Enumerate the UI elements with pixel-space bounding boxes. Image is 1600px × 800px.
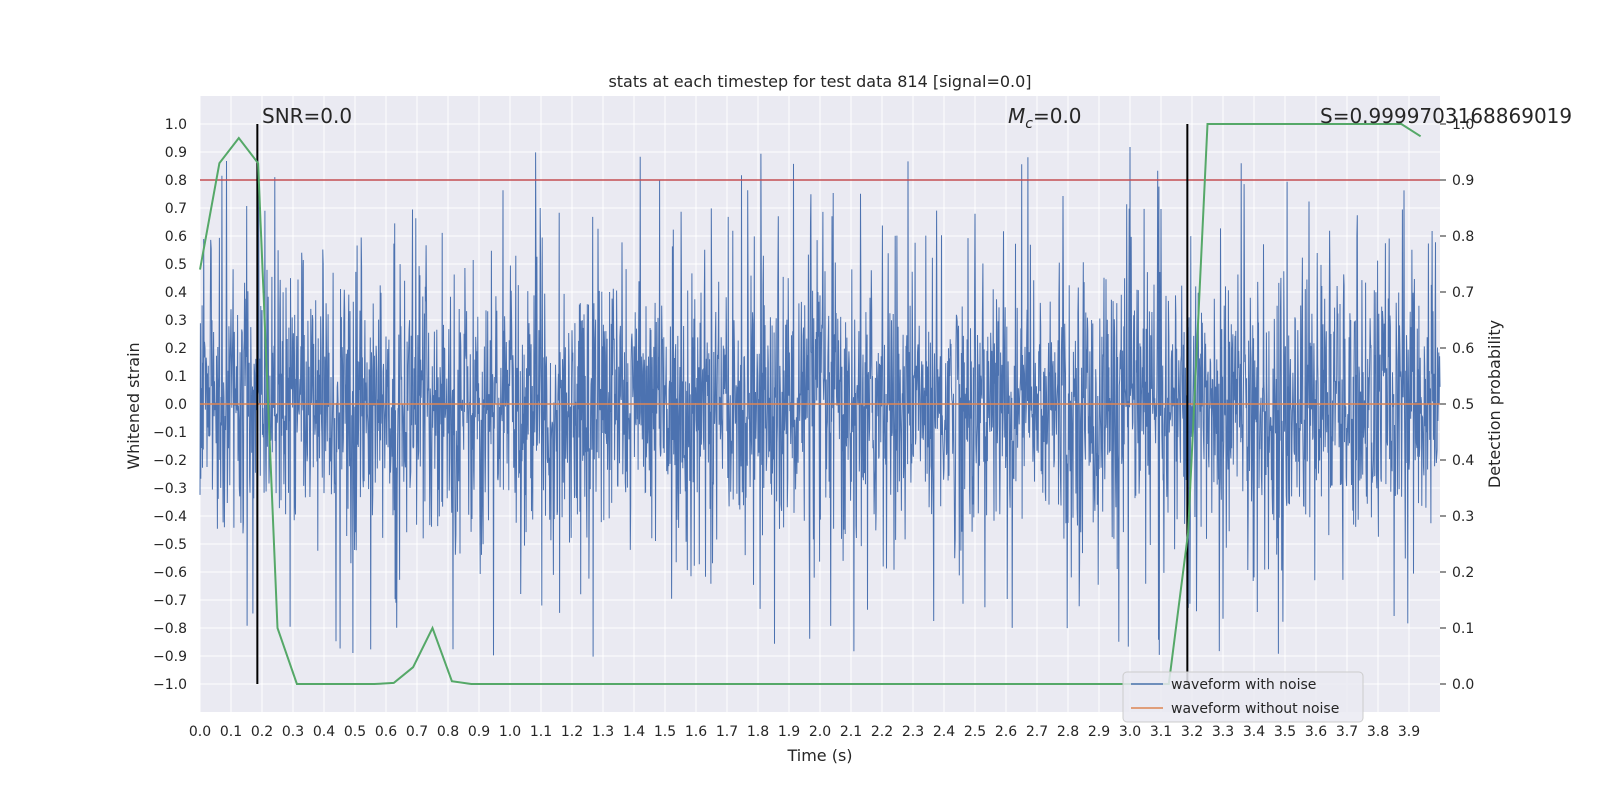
x-tick-label: 0.4 <box>313 724 335 740</box>
x-axis-ticks: 0.0 0.1 0.2 0.3 0.4 0.5 0.6 0.7 0.8 0.9 1.0 1.1 1.2 1… <box>189 724 1420 740</box>
x-axis-label: Time (s) <box>786 746 852 765</box>
left-y-tick-label: −0.9 <box>153 649 187 665</box>
x-tick-label: 3.9 <box>1398 724 1420 740</box>
right-y-tick-label: 0.5 <box>1452 397 1474 413</box>
right-y-tick-label: 0.0 <box>1452 677 1474 693</box>
x-tick-label: 2.4 <box>933 724 955 740</box>
x-tick-label: 3.3 <box>1212 724 1234 740</box>
right-y-tick-label: 0.8 <box>1452 229 1474 245</box>
right-y-axis-ticks: 1.0 0.9 0.8 0.7 0.6 0.5 0.4 0.3 0.2 0.1 0.0 <box>1440 117 1474 693</box>
left-y-tick-label: 0.5 <box>165 257 187 273</box>
left-y-axis-ticks: 1.0 0.9 0.8 0.7 0.6 0.5 0.4 0.3 0.2 0.1 0.0 −0.1 −0.… <box>153 117 187 693</box>
overlays <box>199 123 1440 685</box>
left-y-tick-label: −0.3 <box>153 481 187 497</box>
legend-label-noise: waveform with noise <box>1171 677 1316 693</box>
x-tick-label: 3.7 <box>1336 724 1358 740</box>
x-tick-label: 3.2 <box>1181 724 1203 740</box>
score-annotation: S=0.9999703168869019 <box>1320 104 1572 128</box>
x-tick-label: 2.1 <box>840 724 862 740</box>
left-y-tick-label: −0.8 <box>153 621 187 637</box>
right-y-tick-label: 0.4 <box>1452 453 1474 469</box>
x-tick-label: 1.3 <box>592 724 614 740</box>
x-tick-label: 1.4 <box>623 724 645 740</box>
left-y-tick-label: 0.8 <box>165 173 187 189</box>
left-y-tick-label: 0.0 <box>165 397 187 413</box>
right-y-tick-label: 1.0 <box>1452 117 1474 133</box>
x-tick-label: 3.6 <box>1305 724 1327 740</box>
left-y-tick-label: −0.5 <box>153 537 187 553</box>
x-tick-label: 0.7 <box>406 724 428 740</box>
right-y-axis-label: Detection probability <box>1485 320 1504 488</box>
x-tick-label: 1.1 <box>530 724 552 740</box>
legend-box <box>1122 671 1364 723</box>
x-tick-label: 2.5 <box>964 724 986 740</box>
left-y-tick-label: 0.1 <box>165 369 187 385</box>
right-y-tick-label: 0.9 <box>1452 173 1474 189</box>
x-tick-label: 3.5 <box>1274 724 1296 740</box>
right-y-tick-label: 0.6 <box>1452 341 1474 357</box>
left-y-tick-label: 1.0 <box>165 117 187 133</box>
x-tick-label: 0.3 <box>282 724 304 740</box>
x-tick-label: 2.7 <box>1026 724 1048 740</box>
right-y-tick-label: 0.1 <box>1452 621 1474 637</box>
right-y-tick-label: 0.2 <box>1452 565 1474 581</box>
waveform-with-noise-line <box>199 146 1441 657</box>
x-tick-label: 0.8 <box>437 724 459 740</box>
x-tick-label: 0.2 <box>251 724 273 740</box>
chirp-mass-subscript: c <box>1025 116 1033 132</box>
left-y-tick-label: −0.6 <box>153 565 187 581</box>
x-tick-label: 2.2 <box>871 724 893 740</box>
left-y-tick-label: 0.4 <box>165 285 187 301</box>
legend: waveform with noise waveform without noi… <box>1122 671 1364 723</box>
chirp-mass-symbol: M <box>1008 104 1025 128</box>
x-tick-label: 0.1 <box>220 724 242 740</box>
x-tick-label: 1.6 <box>685 724 707 740</box>
chirp-mass-value: =0.0 <box>1033 104 1082 128</box>
left-y-tick-label: 0.2 <box>165 341 187 357</box>
x-tick-label: 3.1 <box>1150 724 1172 740</box>
left-y-tick-label: 0.3 <box>165 313 187 329</box>
legend-label-clean: waveform without noise <box>1171 701 1339 717</box>
left-y-tick-label: −0.1 <box>153 425 187 441</box>
x-tick-label: 1.5 <box>654 724 676 740</box>
right-y-tick-label: 0.7 <box>1452 285 1474 301</box>
x-tick-label: 0.6 <box>375 724 397 740</box>
x-tick-label: 2.3 <box>902 724 924 740</box>
x-tick-label: 1.8 <box>747 724 769 740</box>
x-tick-label: 2.9 <box>1088 724 1110 740</box>
left-y-tick-label: −0.2 <box>153 453 187 469</box>
x-tick-label: 3.8 <box>1367 724 1389 740</box>
left-y-tick-label: 0.9 <box>165 145 187 161</box>
x-tick-label: 1.7 <box>716 724 738 740</box>
x-tick-label: 3.4 <box>1243 724 1265 740</box>
detection-probability-line <box>199 123 1422 685</box>
snr-annotation: SNR=0.0 <box>262 104 352 128</box>
chart-title: stats at each timestep for test data 814… <box>608 72 1031 91</box>
left-y-tick-label: 0.7 <box>165 201 187 217</box>
left-y-tick-label: 0.6 <box>165 229 187 245</box>
x-tick-label: 2.6 <box>995 724 1017 740</box>
x-tick-label: 3.0 <box>1119 724 1141 740</box>
x-tick-label: 0.9 <box>468 724 490 740</box>
x-tick-label: 2.0 <box>809 724 831 740</box>
x-tick-label: 1.0 <box>499 724 521 740</box>
x-tick-label: 0.0 <box>189 724 211 740</box>
left-y-axis-label: Whitened strain <box>124 342 143 469</box>
left-y-tick-label: −0.4 <box>153 509 187 525</box>
left-y-tick-label: −1.0 <box>153 677 187 693</box>
right-y-tick-label: 0.3 <box>1452 509 1474 525</box>
x-tick-label: 0.5 <box>344 724 366 740</box>
chirp-mass-annotation: Mc=0.0 <box>1008 104 1082 132</box>
x-tick-label: 1.9 <box>778 724 800 740</box>
x-tick-label: 1.2 <box>561 724 583 740</box>
left-y-tick-label: −0.7 <box>153 593 187 609</box>
waveform-with-noise-series <box>199 146 1441 657</box>
x-tick-label: 2.8 <box>1057 724 1079 740</box>
